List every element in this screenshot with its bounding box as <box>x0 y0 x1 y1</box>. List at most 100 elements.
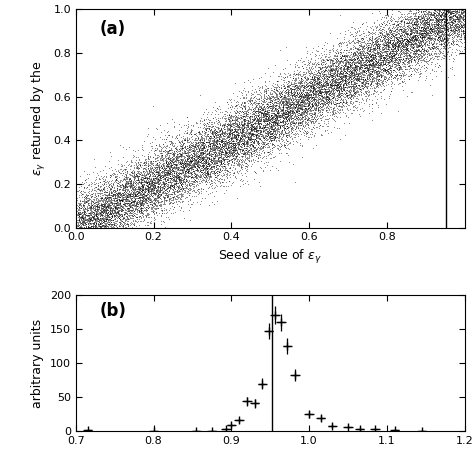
Point <box>438 6 446 13</box>
Point <box>263 123 271 131</box>
Point <box>103 224 110 231</box>
Point <box>191 142 198 150</box>
Point <box>296 121 303 129</box>
Point <box>411 35 419 43</box>
Point <box>332 66 340 73</box>
Point <box>444 38 451 46</box>
Point <box>367 53 375 61</box>
Point <box>310 73 318 80</box>
Point <box>154 177 161 185</box>
Point <box>260 139 267 147</box>
Point <box>200 116 208 124</box>
Point <box>376 25 383 32</box>
Point <box>98 218 106 225</box>
Point <box>259 132 267 139</box>
Point <box>450 8 458 15</box>
Point <box>133 164 141 172</box>
Point <box>452 23 460 30</box>
Point <box>337 42 345 49</box>
Point <box>279 106 286 114</box>
Point <box>447 22 454 29</box>
Point <box>354 54 362 61</box>
Point <box>345 59 353 66</box>
Point <box>220 141 228 149</box>
Point <box>255 150 263 158</box>
Point <box>255 116 262 124</box>
Point <box>408 36 415 44</box>
Point <box>111 191 118 198</box>
Point <box>233 113 241 121</box>
Point <box>100 224 107 231</box>
Point <box>266 94 274 102</box>
Point <box>328 56 335 64</box>
Point <box>286 139 294 146</box>
Point <box>218 159 225 166</box>
Point <box>314 106 322 114</box>
Point <box>172 155 180 162</box>
Point <box>372 53 379 61</box>
Point <box>90 222 97 230</box>
Point <box>370 77 377 85</box>
Point <box>224 150 232 157</box>
Point <box>182 178 190 185</box>
Point <box>201 126 209 133</box>
Point <box>418 27 426 35</box>
Point <box>170 147 178 155</box>
Point <box>230 178 237 185</box>
Point <box>384 41 392 48</box>
Point <box>314 84 321 91</box>
Point <box>278 91 286 98</box>
Point <box>230 134 238 141</box>
Point <box>401 35 409 43</box>
Point <box>188 173 195 181</box>
Point <box>372 70 380 78</box>
Point <box>163 205 170 212</box>
Point <box>329 93 337 100</box>
Point <box>429 39 437 47</box>
Point <box>144 162 152 169</box>
Point <box>383 35 390 42</box>
Point <box>144 170 152 178</box>
Point <box>117 202 125 210</box>
Point <box>242 109 249 117</box>
Point <box>136 202 144 210</box>
Point <box>425 6 433 13</box>
Point <box>288 115 295 123</box>
Point <box>311 72 319 80</box>
Point <box>84 223 91 230</box>
Point <box>137 204 145 211</box>
Point <box>118 195 126 203</box>
Point <box>234 139 241 146</box>
Point <box>114 224 122 231</box>
Point <box>318 104 326 111</box>
Point <box>199 170 206 178</box>
Point <box>275 103 283 111</box>
Point <box>422 46 430 54</box>
Point <box>331 77 338 84</box>
Point <box>183 152 191 159</box>
Point <box>396 23 404 31</box>
Point <box>73 224 81 231</box>
Point <box>121 216 129 224</box>
Point <box>242 173 250 180</box>
Point <box>164 161 172 168</box>
Point <box>182 163 190 170</box>
Point <box>209 108 216 116</box>
Point <box>273 115 281 123</box>
Point <box>421 26 428 33</box>
Point <box>91 199 99 207</box>
Point <box>411 11 419 18</box>
Point <box>407 36 415 43</box>
Point <box>77 191 84 198</box>
Point <box>386 26 394 33</box>
Point <box>106 206 114 213</box>
Point <box>401 36 409 43</box>
Point <box>403 18 411 26</box>
Point <box>190 168 198 175</box>
Point <box>279 121 286 128</box>
Point <box>386 43 393 51</box>
Point <box>274 108 282 115</box>
Point <box>217 159 224 167</box>
Point <box>419 6 427 13</box>
Point <box>247 126 255 134</box>
